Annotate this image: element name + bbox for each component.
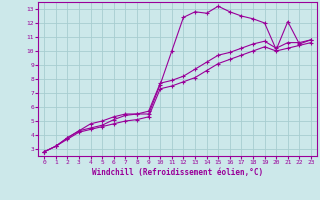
X-axis label: Windchill (Refroidissement éolien,°C): Windchill (Refroidissement éolien,°C) xyxy=(92,168,263,177)
